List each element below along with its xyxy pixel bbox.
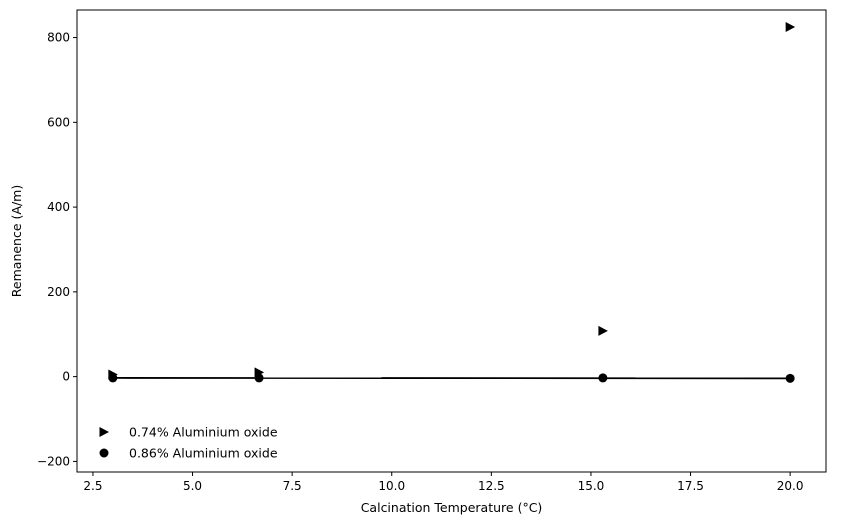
y-tick-label: 600: [47, 115, 70, 129]
data-point: [785, 21, 796, 32]
data-point: [598, 325, 608, 336]
legend-marker: [99, 448, 109, 458]
axis-ticks: 2.5 5.0 7.5 10.0 12.5 15.0 17.5 20.0 −200 0 200 400…: [37, 31, 803, 493]
x-tick-label: 7.5: [283, 479, 302, 493]
y-tick-label: 400: [47, 200, 70, 214]
data-point: [785, 373, 795, 383]
legend: 0.74% Aluminium oxide 0.86% Aluminium oxi…: [99, 425, 278, 461]
data-point: [598, 373, 608, 383]
y-axis-label: Remanence (A/m): [9, 185, 24, 297]
data-point: [108, 373, 118, 383]
x-tick-label: 17.5: [677, 479, 704, 493]
legend-label: 0.86% Aluminium oxide: [129, 446, 278, 461]
y-tick-label: 200: [47, 285, 70, 299]
y-tick-label: 0: [62, 370, 70, 384]
x-tick-label: 20.0: [777, 479, 804, 493]
y-tick-label: 800: [47, 31, 70, 45]
x-tick-label: 15.0: [578, 479, 605, 493]
legend-marker: [99, 427, 109, 437]
x-tick-label: 2.5: [83, 479, 102, 493]
x-axis-label: Calcination Temperature (°C): [361, 500, 543, 515]
data-point: [254, 373, 264, 383]
x-tick-label: 5.0: [183, 479, 202, 493]
plot-frame: [76, 9, 827, 473]
y-tick-label: −200: [37, 454, 70, 468]
x-tick-label: 10.0: [378, 479, 405, 493]
legend-label: 0.74% Aluminium oxide: [129, 425, 278, 440]
x-tick-label: 12.5: [478, 479, 505, 493]
data-points: [108, 21, 796, 383]
